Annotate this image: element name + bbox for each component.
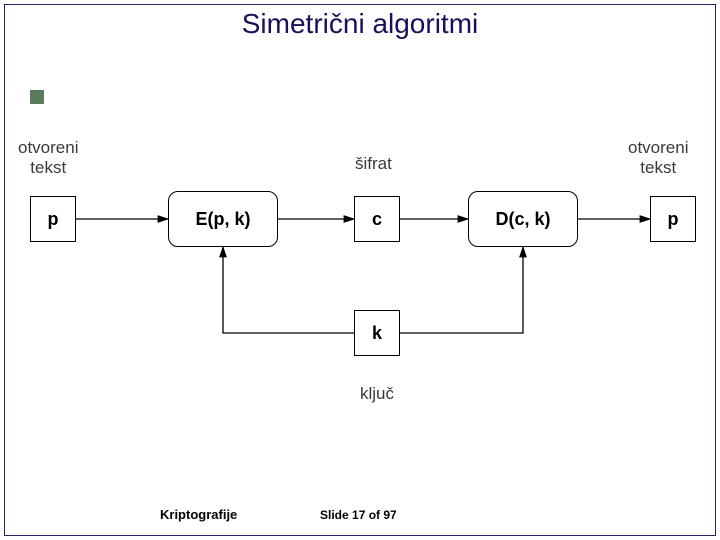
label-l-otvoreni2: otvoreni tekst	[628, 138, 688, 177]
node-D: D(c, k)	[468, 191, 578, 247]
footer-mid: of	[365, 508, 383, 522]
footer-total: 97	[383, 508, 396, 522]
label-l-sifrat: šifrat	[355, 154, 392, 174]
label-l-kljuc: ključ	[360, 384, 394, 404]
footer-slide-number: Slide 17 of 97	[320, 508, 397, 522]
node-c: c	[354, 196, 400, 242]
footer-topic: Kriptografije	[160, 507, 237, 522]
node-E: E(p, k)	[168, 191, 278, 247]
footer-page: 17	[352, 508, 365, 522]
node-k: k	[354, 310, 400, 356]
label-l-otvoreni1: otvoreni tekst	[18, 138, 78, 177]
flow-diagram-edges	[0, 0, 720, 540]
node-p2: p	[650, 196, 696, 242]
edge-k-E	[223, 247, 354, 333]
edge-k-D	[400, 247, 523, 333]
node-p1: p	[30, 196, 76, 242]
footer-prefix: Slide	[320, 508, 352, 522]
